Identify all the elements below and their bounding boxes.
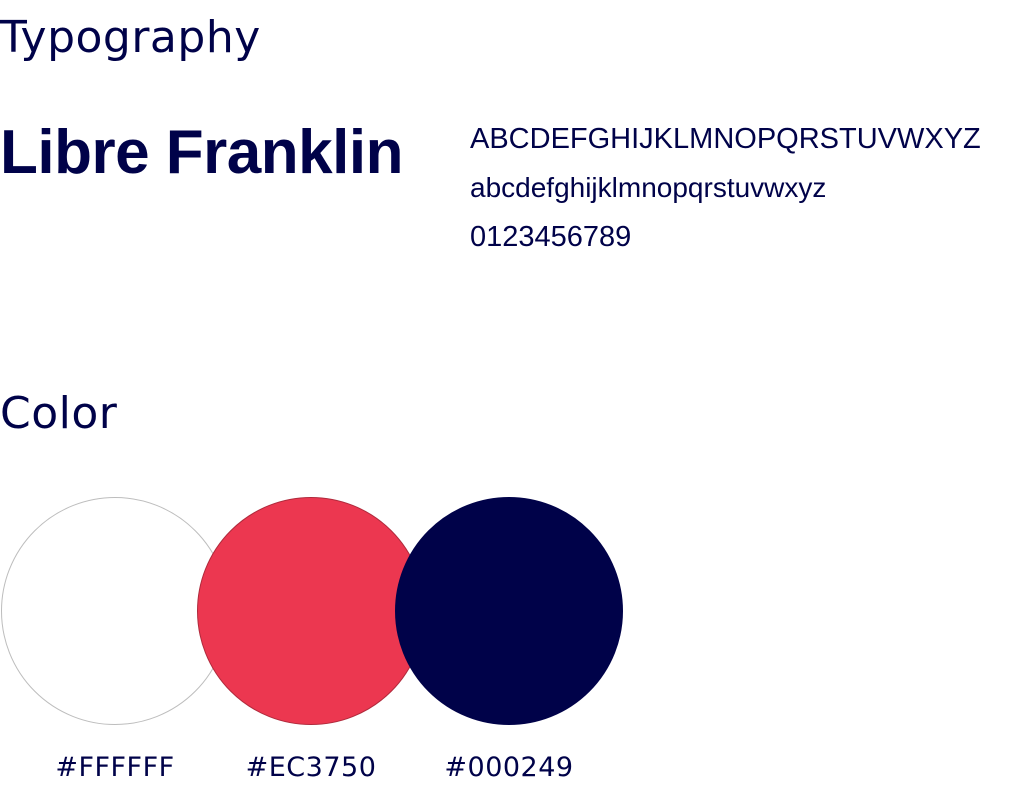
lowercase-specimen: abcdefghijklmnopqrstuvwxyz: [470, 172, 827, 203]
digits-specimen: 0123456789: [470, 221, 632, 253]
typography-heading: Typography: [0, 12, 261, 63]
color-swatch-navy: [395, 497, 623, 725]
color-heading: Color: [0, 388, 118, 439]
color-swatch-white: [1, 497, 229, 725]
color-hex-label: #000249: [444, 752, 574, 783]
color-hex-label: #EC3750: [245, 752, 377, 783]
color-hex-label: #FFFFFF: [55, 752, 175, 783]
uppercase-specimen: ABCDEFGHIJKLMNOPQRSTUVWXYZ: [470, 123, 981, 155]
font-name: Libre Franklin: [0, 118, 403, 187]
color-swatch-red: [197, 497, 425, 725]
